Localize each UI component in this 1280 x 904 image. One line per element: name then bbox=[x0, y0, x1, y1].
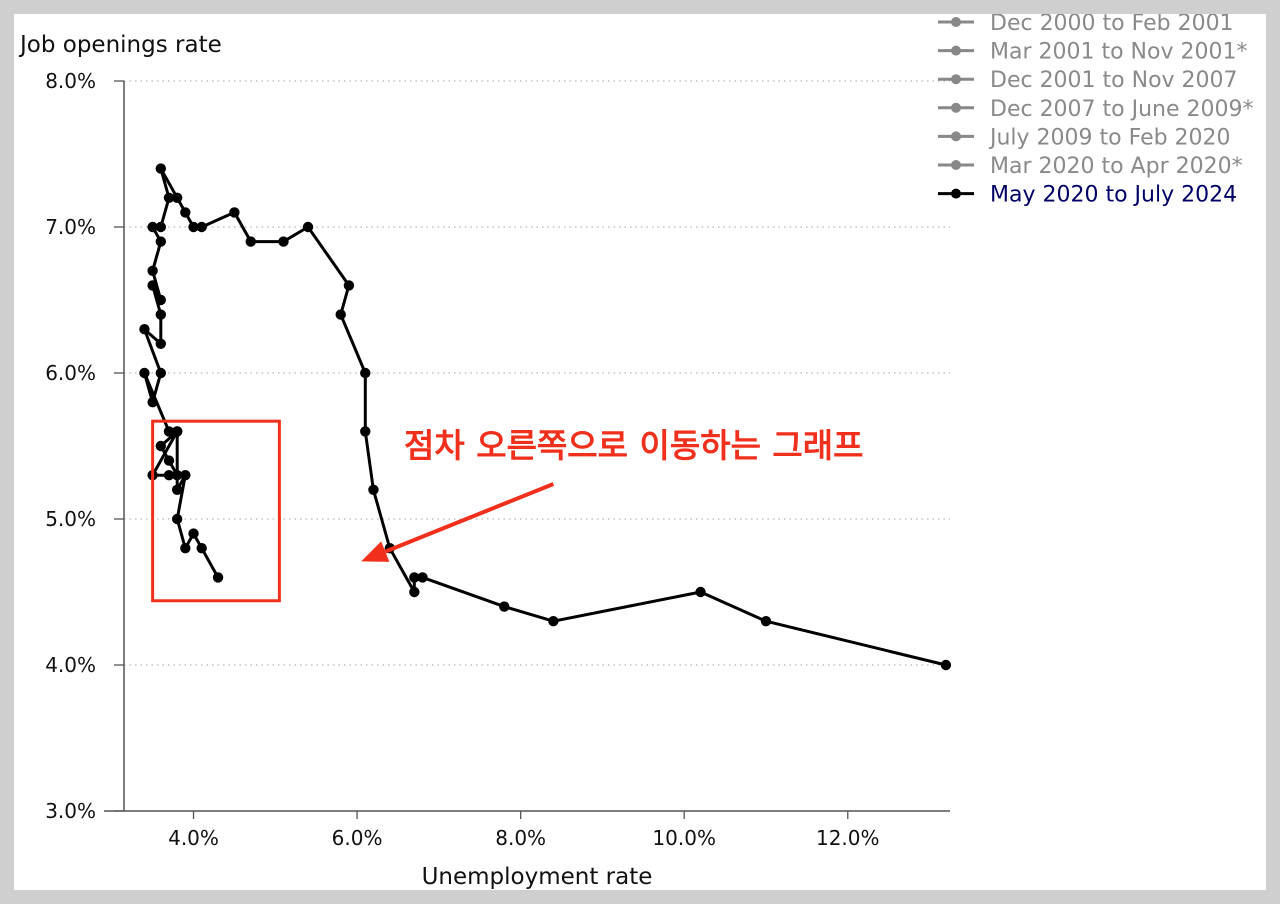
legend-swatch-marker bbox=[951, 188, 961, 199]
data-point bbox=[278, 236, 289, 247]
x-tick-label: 4.0% bbox=[168, 826, 219, 850]
data-point bbox=[171, 513, 183, 525]
data-point bbox=[155, 338, 167, 349]
series-layer bbox=[139, 163, 952, 671]
legend-swatch-marker bbox=[951, 102, 961, 113]
data-point bbox=[155, 440, 167, 452]
annotation-layer: 점차 오른쪽으로 이동하는 그래프 bbox=[151, 419, 864, 603]
data-point bbox=[180, 470, 191, 481]
data-point bbox=[155, 221, 167, 233]
data-point bbox=[695, 586, 706, 598]
data-point bbox=[147, 397, 158, 408]
data-point bbox=[499, 601, 510, 612]
data-point bbox=[147, 280, 158, 291]
data-point bbox=[360, 426, 371, 437]
series-line bbox=[142, 167, 947, 667]
data-point bbox=[417, 572, 428, 583]
data-point bbox=[343, 280, 355, 291]
data-point bbox=[155, 294, 167, 306]
data-point bbox=[335, 309, 346, 320]
data-point bbox=[155, 367, 167, 379]
data-point bbox=[245, 236, 256, 247]
data-point bbox=[368, 484, 379, 495]
y-tick-label: 5.0% bbox=[45, 507, 96, 531]
y-tick-label: 8.0% bbox=[45, 69, 96, 93]
y-tick-label: 7.0% bbox=[45, 215, 96, 239]
scatter-line-chart: 4.0% 6.0% 8.0% 10.0% 12.0% 3.0% 4.0% 5.0% 6.0% 7… bbox=[18, 14, 1254, 890]
data-point bbox=[171, 426, 183, 437]
chart-frame: 4.0% 6.0% 8.0% 10.0% 12.0% 3.0% 4.0% 5.0% 6.0% 7… bbox=[14, 14, 1266, 890]
data-point bbox=[163, 455, 175, 466]
annotation-arrow-head bbox=[361, 541, 390, 562]
data-point bbox=[196, 221, 207, 233]
legend: Dec 2000 to Feb 2001 Mar 2001 to Nov 2001… bbox=[938, 14, 1254, 208]
legend-label: May 2020 to July 2024 bbox=[990, 183, 1237, 208]
legend-swatch-marker bbox=[951, 17, 961, 27]
highlight-box bbox=[151, 419, 281, 603]
x-axis-ticks: 4.0% 6.0% 8.0% 10.0% 12.0% bbox=[168, 811, 880, 850]
legend-swatch-marker bbox=[951, 74, 961, 85]
axes bbox=[104, 81, 950, 812]
y-tick-label: 6.0% bbox=[45, 361, 96, 385]
y-axis-ticks: 3.0% 4.0% 5.0% 6.0% 7.0% 8.0% bbox=[45, 69, 124, 823]
x-tick-label: 8.0% bbox=[495, 826, 546, 850]
data-point bbox=[760, 616, 772, 627]
data-point bbox=[940, 659, 952, 671]
data-point bbox=[180, 543, 191, 554]
x-tick-label: 6.0% bbox=[332, 826, 383, 850]
data-point bbox=[212, 572, 224, 583]
data-point bbox=[409, 586, 420, 598]
legend-label: Dec 2007 to June 2009* bbox=[990, 97, 1254, 122]
data-point bbox=[139, 324, 150, 335]
legend-swatch-marker bbox=[951, 131, 961, 142]
legend-swatch-marker bbox=[951, 45, 961, 56]
data-point bbox=[409, 572, 420, 583]
legend-label: Dec 2000 to Feb 2001 bbox=[990, 14, 1234, 36]
legend-label: Mar 2020 to Apr 2020* bbox=[990, 154, 1243, 179]
data-point bbox=[229, 207, 240, 218]
data-point bbox=[171, 484, 183, 495]
data-point bbox=[302, 221, 314, 233]
data-point bbox=[139, 367, 150, 379]
y-tick-label: 3.0% bbox=[45, 799, 96, 823]
data-point bbox=[188, 528, 199, 539]
data-point bbox=[196, 543, 207, 554]
annotation-arrow-shaft bbox=[384, 482, 555, 554]
data-point bbox=[155, 236, 167, 247]
data-point bbox=[155, 309, 167, 320]
y-tick-label: 4.0% bbox=[45, 653, 96, 677]
x-axis-title: Unemployment rate bbox=[422, 864, 653, 890]
data-point bbox=[163, 470, 175, 481]
x-tick-label: 10.0% bbox=[652, 826, 716, 850]
legend-label: Mar 2001 to Nov 2001* bbox=[990, 40, 1247, 65]
data-point bbox=[155, 163, 167, 174]
data-point bbox=[163, 192, 175, 203]
data-point bbox=[163, 426, 175, 437]
data-point bbox=[188, 221, 199, 233]
data-point bbox=[360, 367, 371, 379]
legend-swatch-marker bbox=[951, 160, 961, 170]
data-point bbox=[147, 265, 158, 276]
data-point bbox=[147, 221, 158, 233]
data-point bbox=[548, 616, 559, 627]
data-point bbox=[180, 207, 191, 218]
y-axis-title: Job openings rate bbox=[18, 32, 222, 58]
annotation-text: 점차 오른쪽으로 이동하는 그래프 bbox=[404, 426, 864, 465]
x-tick-label: 12.0% bbox=[816, 826, 880, 850]
data-point bbox=[171, 470, 183, 481]
legend-label: Dec 2001 to Nov 2007 bbox=[990, 68, 1238, 93]
data-point bbox=[171, 192, 183, 203]
legend-label: July 2009 to Feb 2020 bbox=[988, 125, 1231, 150]
